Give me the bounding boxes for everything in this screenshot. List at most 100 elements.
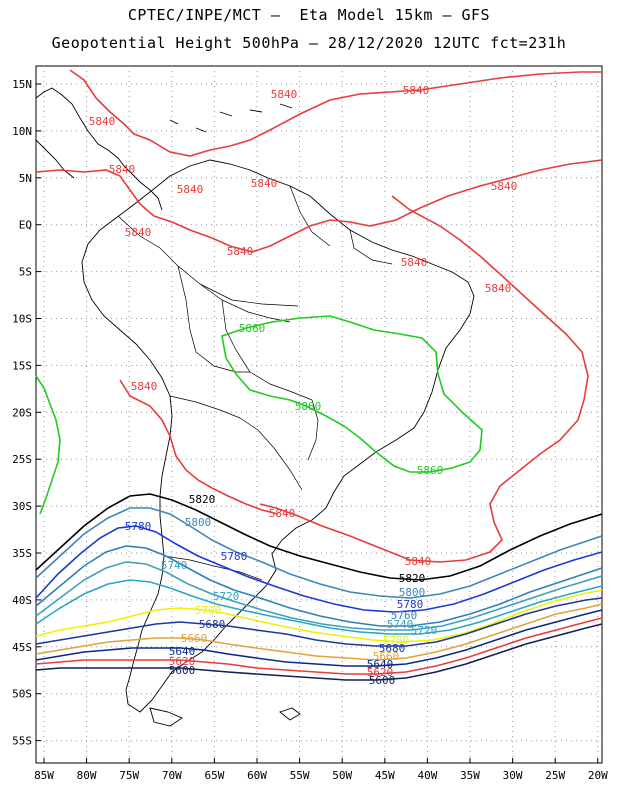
label-5660: 5660: [181, 632, 208, 645]
label-5840: 5840: [401, 256, 428, 269]
contour-5840-west: [119, 379, 279, 515]
label-5620: 5620: [169, 655, 196, 668]
latitude-label: 55S: [12, 735, 32, 748]
falkland-islands: [279, 707, 301, 721]
label-5840: 5840: [177, 183, 204, 196]
latitude-label: 20S: [12, 406, 32, 419]
latitude-label: 15N: [12, 78, 32, 91]
label-5840: 5840: [131, 380, 158, 393]
longitude-label: 70W: [162, 769, 182, 782]
longitude-label: 55W: [290, 769, 310, 782]
label-5840: 5840: [485, 282, 512, 295]
label-5660: 5660: [373, 650, 400, 663]
contour-5860-central: [221, 315, 483, 473]
contour-5780: [35, 525, 603, 613]
contour-5600: [35, 623, 603, 681]
contour-5680: [35, 597, 603, 647]
contour-5620: [35, 617, 603, 675]
contour-5720: [35, 579, 603, 635]
label-5820: 5820: [189, 493, 216, 506]
label-5800: 5800: [399, 586, 426, 599]
latitude-labels: 15N 10N 5N EQ 5S 10S 15S 20S 25S 30S 35S 40S 45S 50S 5…: [12, 78, 32, 748]
latitude-label: 10S: [12, 313, 32, 326]
label-5680: 5680: [379, 642, 406, 655]
latitude-label: 5S: [19, 266, 32, 279]
label-5860: 5860: [239, 322, 266, 335]
longitude-label: 65W: [204, 769, 224, 782]
label-5840: 5840: [271, 88, 298, 101]
longitude-label: 45W: [375, 769, 395, 782]
latitude-label: 40S: [12, 594, 32, 607]
longitude-label: 40W: [417, 769, 437, 782]
contour-5840-east: [259, 195, 589, 563]
label-5860: 5860: [295, 400, 322, 413]
lat-lon-grid: [36, 66, 602, 763]
longitude-label: 75W: [119, 769, 139, 782]
label-5720: 5720: [213, 590, 240, 603]
label-5780: 5780: [125, 520, 152, 533]
contour-5820: [35, 493, 603, 581]
label-5820: 5820: [399, 572, 426, 585]
latitude-label: 30S: [12, 500, 32, 513]
label-5860: 5860: [417, 464, 444, 477]
label-5840: 5840: [403, 84, 430, 97]
label-5840: 5840: [125, 226, 152, 239]
label-5840: 5840: [491, 180, 518, 193]
label-5720: 5720: [411, 624, 438, 637]
label-5740: 5740: [387, 618, 414, 631]
longitude-label: 80W: [77, 769, 97, 782]
label-5840: 5840: [227, 245, 254, 258]
label-5840: 5840: [89, 115, 116, 128]
contour-labels: 5840 5840 5840 5840 5840 5840 5840 5840 …: [89, 84, 518, 687]
contour-5840-north: [35, 159, 603, 253]
label-5740: 5740: [161, 559, 188, 572]
contour-5760: [35, 545, 603, 627]
latitude-label: 25S: [12, 453, 32, 466]
label-5700: 5700: [195, 604, 222, 617]
label-5600: 5600: [369, 674, 396, 687]
label-5600: 5600: [169, 664, 196, 677]
longitude-label: 30W: [503, 769, 523, 782]
contour-5800: [35, 507, 603, 599]
label-5640: 5640: [169, 645, 196, 658]
label-5840: 5840: [405, 555, 432, 568]
map-subtitle: Geopotential Height 500hPa – 28/12/2020 …: [51, 34, 567, 52]
label-5780: 5780: [221, 550, 248, 563]
label-5840: 5840: [251, 177, 278, 190]
longitude-label: 50W: [332, 769, 352, 782]
label-5620: 5620: [367, 666, 394, 679]
contour-5700: [35, 589, 603, 643]
label-5780: 5780: [397, 598, 424, 611]
latitude-label: 10N: [12, 125, 32, 138]
caribbean-islands: [169, 103, 293, 133]
map-title: CPTEC/INPE/MCT – Eta Model 15km – GFS: [127, 6, 491, 24]
contour-5840-top: [69, 69, 602, 157]
label-5840: 5840: [109, 163, 136, 176]
label-5700: 5700: [383, 634, 410, 647]
label-5840: 5840: [269, 507, 296, 520]
longitude-label: 85W: [34, 769, 54, 782]
south-america-coastline: [35, 87, 475, 727]
label-5680: 5680: [199, 618, 226, 631]
longitude-labels: 85W 80W 75W 70W 65W 60W 55W 50W 45W 40W 35W 30W 25W 2…: [34, 769, 608, 782]
contour-5640: [35, 609, 603, 667]
axis-ticks: [36, 83, 599, 763]
latitude-label: 45S: [12, 641, 32, 654]
longitude-label: 35W: [460, 769, 480, 782]
latitude-label: 5N: [19, 172, 32, 185]
tierra-del-fuego: [149, 707, 183, 727]
longitude-label: 25W: [545, 769, 565, 782]
contour-5860-west: [35, 375, 61, 515]
map-frame: [35, 65, 603, 764]
contour-5740: [35, 561, 603, 631]
longitude-label: 20W: [588, 769, 608, 782]
yucatan-coast: [35, 139, 75, 179]
latitude-label: 15S: [12, 359, 32, 372]
longitude-label: 60W: [247, 769, 267, 782]
latitude-label: 35S: [12, 547, 32, 560]
south-america-outline: [81, 159, 475, 713]
central-america-coast: [35, 87, 163, 211]
latitude-label: EQ: [19, 219, 32, 232]
contour-5660: [35, 603, 603, 661]
